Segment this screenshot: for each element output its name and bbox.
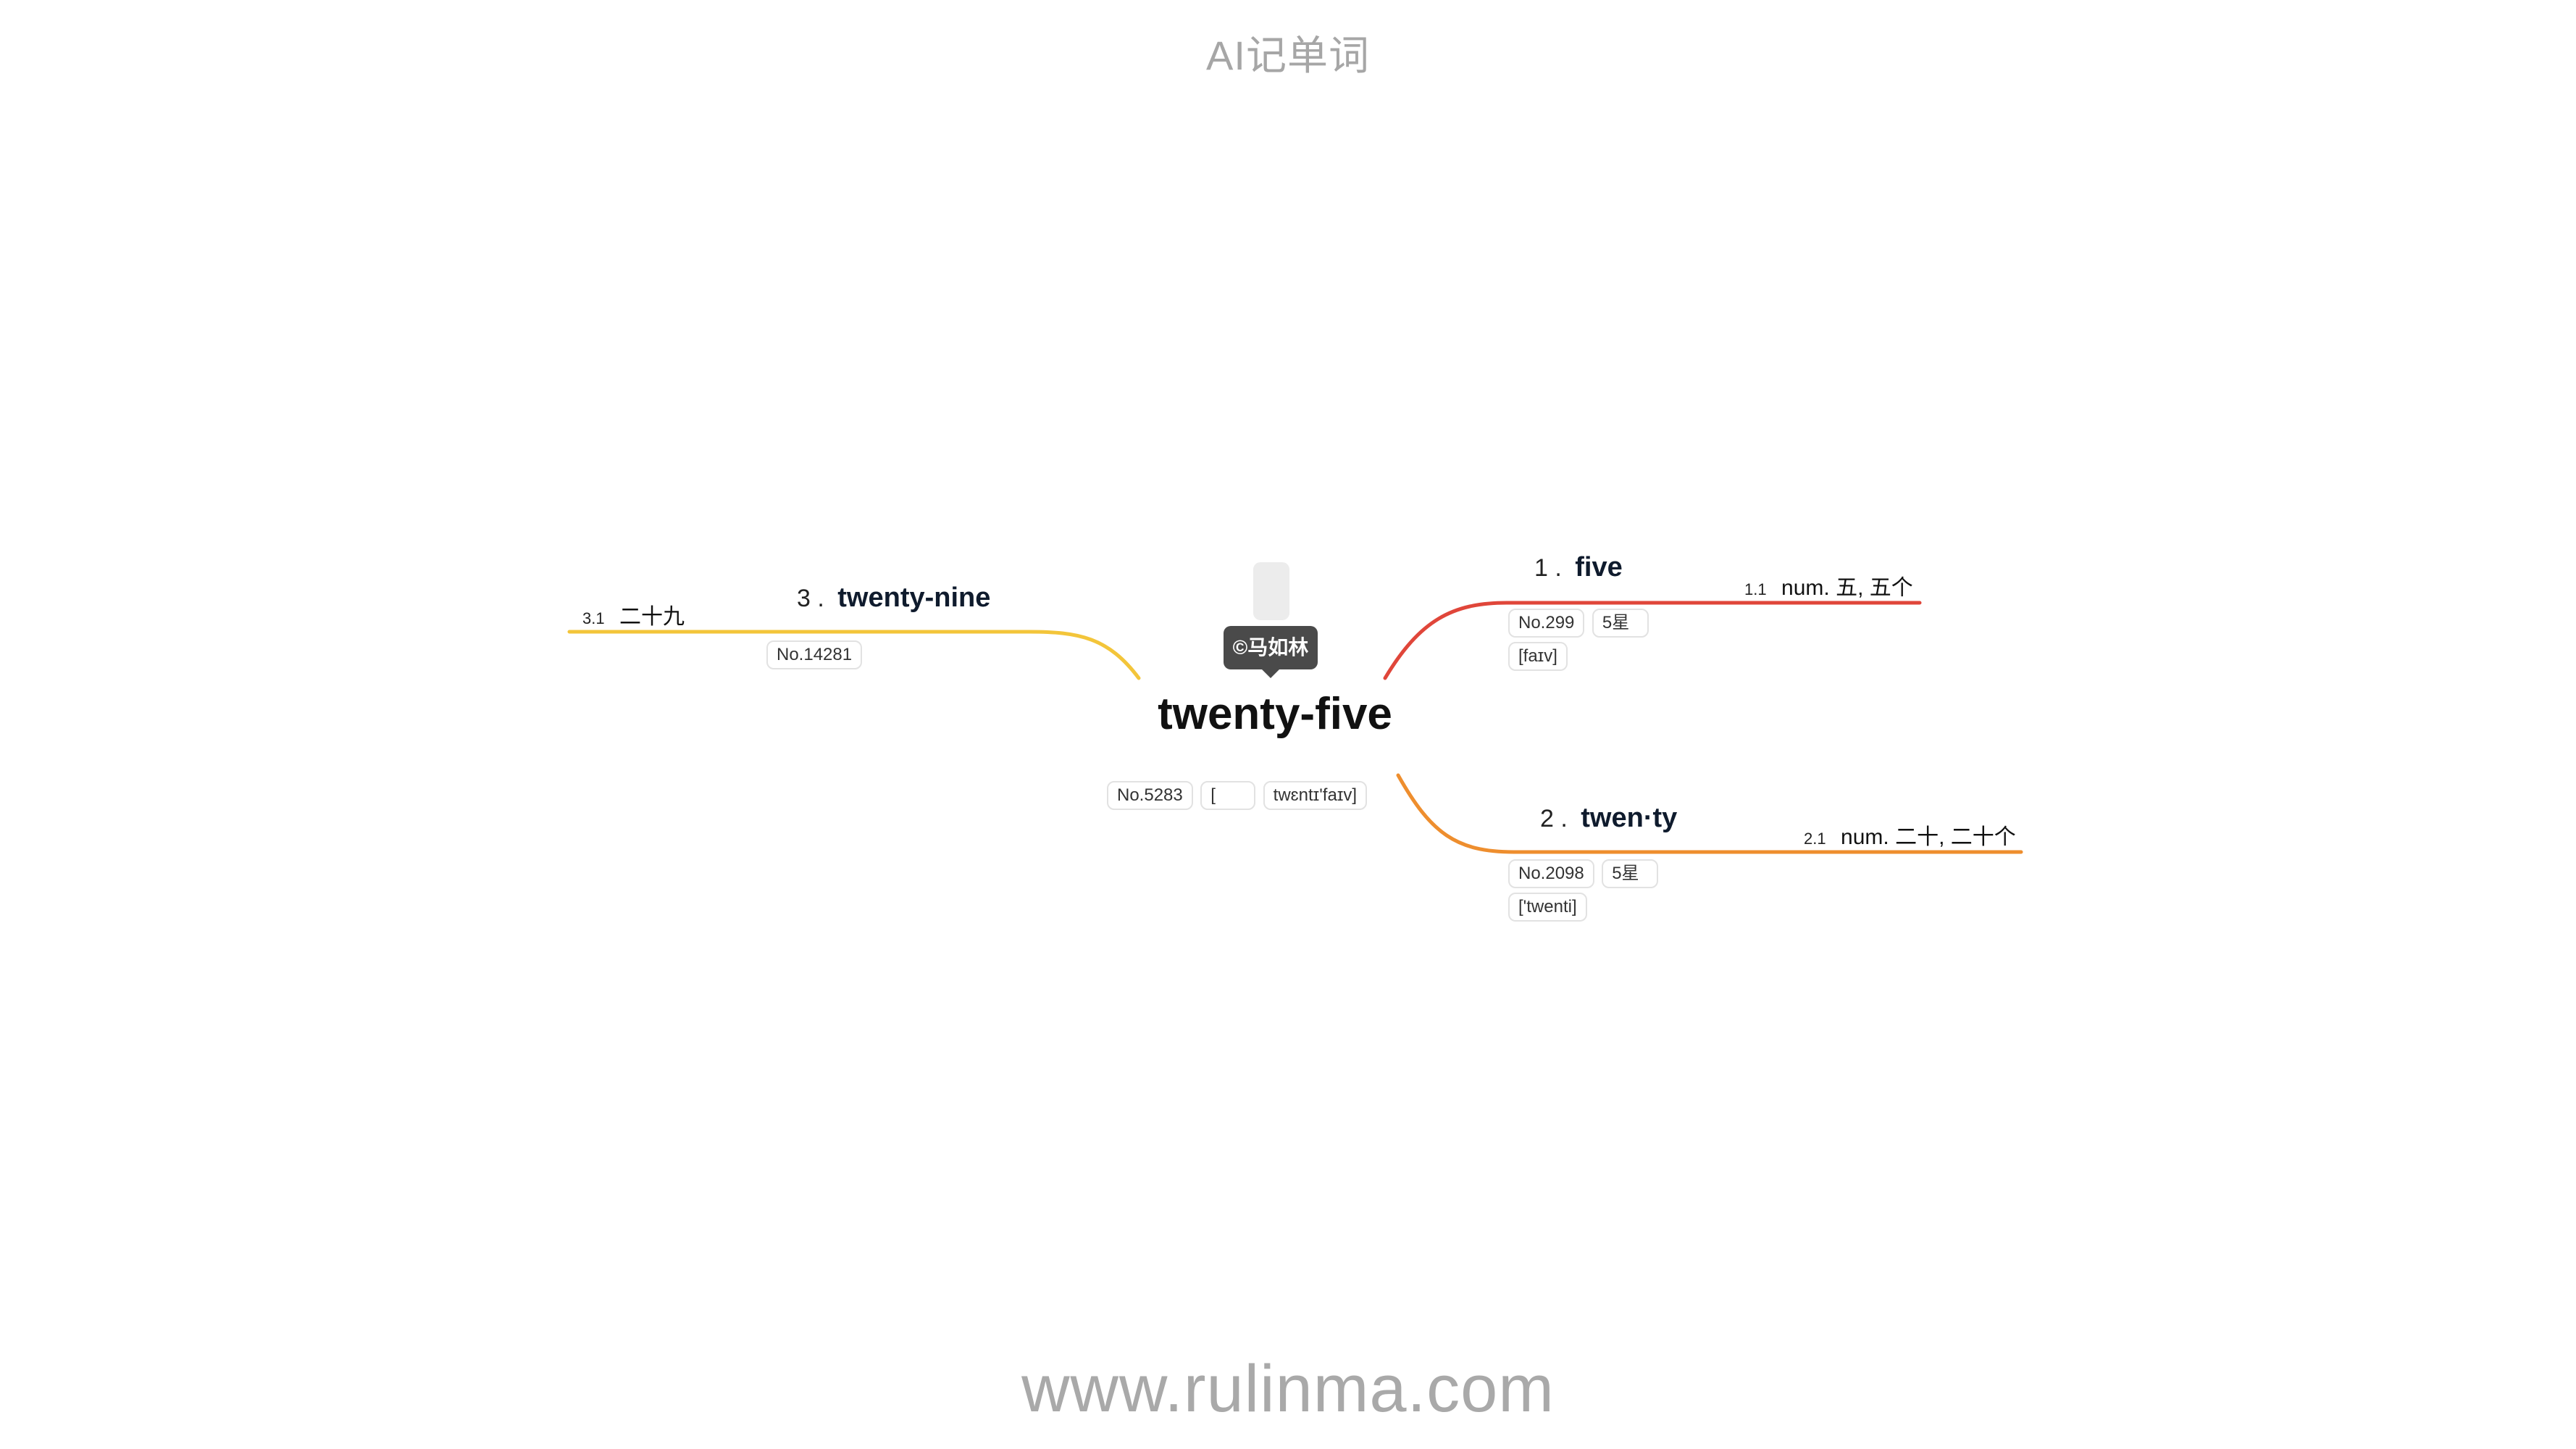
branch-3-title[interactable]: 3 . twenty-nine — [797, 582, 990, 614]
meaning-3-1-number: 3.1 — [582, 609, 605, 627]
app-title: AI记单词 — [1206, 33, 1370, 78]
branch-1-meaning[interactable]: 1.1 num. 五, 五个 — [1744, 569, 1913, 601]
meaning-1-1-text: num. 五, 五个 — [1781, 576, 1913, 600]
root-tag-phonetic: twɛntɪ'faɪv] — [1263, 781, 1368, 810]
branch-1-tag-stars: 5星 — [1592, 609, 1649, 638]
branch-3-connector — [567, 630, 1141, 680]
branch-2-tags: No.2098 5星 — [1508, 859, 1659, 888]
root-tags: No.5283 [ twɛntɪ'faɪv] — [1107, 781, 1368, 810]
branch-2-meaning[interactable]: 2.1 num. 二十, 二十个 — [1804, 819, 2016, 851]
branch-2-tag-number: No.2098 — [1508, 859, 1594, 888]
branch-1-tags: No.299 5星 — [1508, 609, 1649, 638]
root-tag-phonetic-open: [ — [1200, 781, 1256, 810]
branch-3-meaning[interactable]: 3.1 二十九 — [582, 598, 685, 630]
branch-1-title[interactable]: 1 . five — [1534, 552, 1623, 583]
branch-2-title[interactable]: 2 . twen·ty — [1540, 803, 1677, 834]
branch-3-number: 3 . — [797, 585, 824, 612]
branch-1-word: five — [1575, 552, 1623, 582]
watermark-badge: ©马如林 — [1224, 626, 1318, 669]
meaning-1-1-number: 1.1 — [1744, 580, 1767, 598]
root-tag-number: No.5283 — [1107, 781, 1193, 810]
branch-2-word: twen·ty — [1581, 803, 1678, 833]
branch-2-number: 2 . — [1540, 805, 1568, 832]
branch-3-tags: No.14281 — [766, 640, 863, 669]
branch-2-tag-phonetic: ['twenti] — [1508, 893, 1587, 922]
root-word[interactable]: twenty-five — [1158, 689, 1392, 739]
branch-1-number: 1 . — [1534, 554, 1562, 582]
branch-3-tag-number: No.14281 — [766, 640, 863, 669]
footer-url: www.rulinma.com — [1021, 1352, 1555, 1426]
meaning-3-1-text: 二十九 — [619, 605, 685, 629]
branch-2-connector — [1396, 773, 2023, 854]
branch-1-tag-phonetic: [faɪv] — [1508, 642, 1568, 671]
image-placeholder — [1253, 562, 1289, 620]
meaning-2-1-number: 2.1 — [1804, 830, 1826, 848]
branch-1-tag-number: No.299 — [1508, 609, 1585, 638]
branch-1-connector — [1383, 601, 1922, 680]
meaning-2-1-text: num. 二十, 二十个 — [1841, 825, 2016, 849]
watermark-badge-tail — [1262, 669, 1279, 678]
branch-3-word: twenty-nine — [837, 582, 991, 613]
branch-1-phonetic-row: [faɪv] — [1508, 642, 1568, 671]
branch-2-phonetic-row: ['twenti] — [1508, 893, 1587, 922]
branch-2-tag-stars: 5星 — [1602, 859, 1659, 888]
